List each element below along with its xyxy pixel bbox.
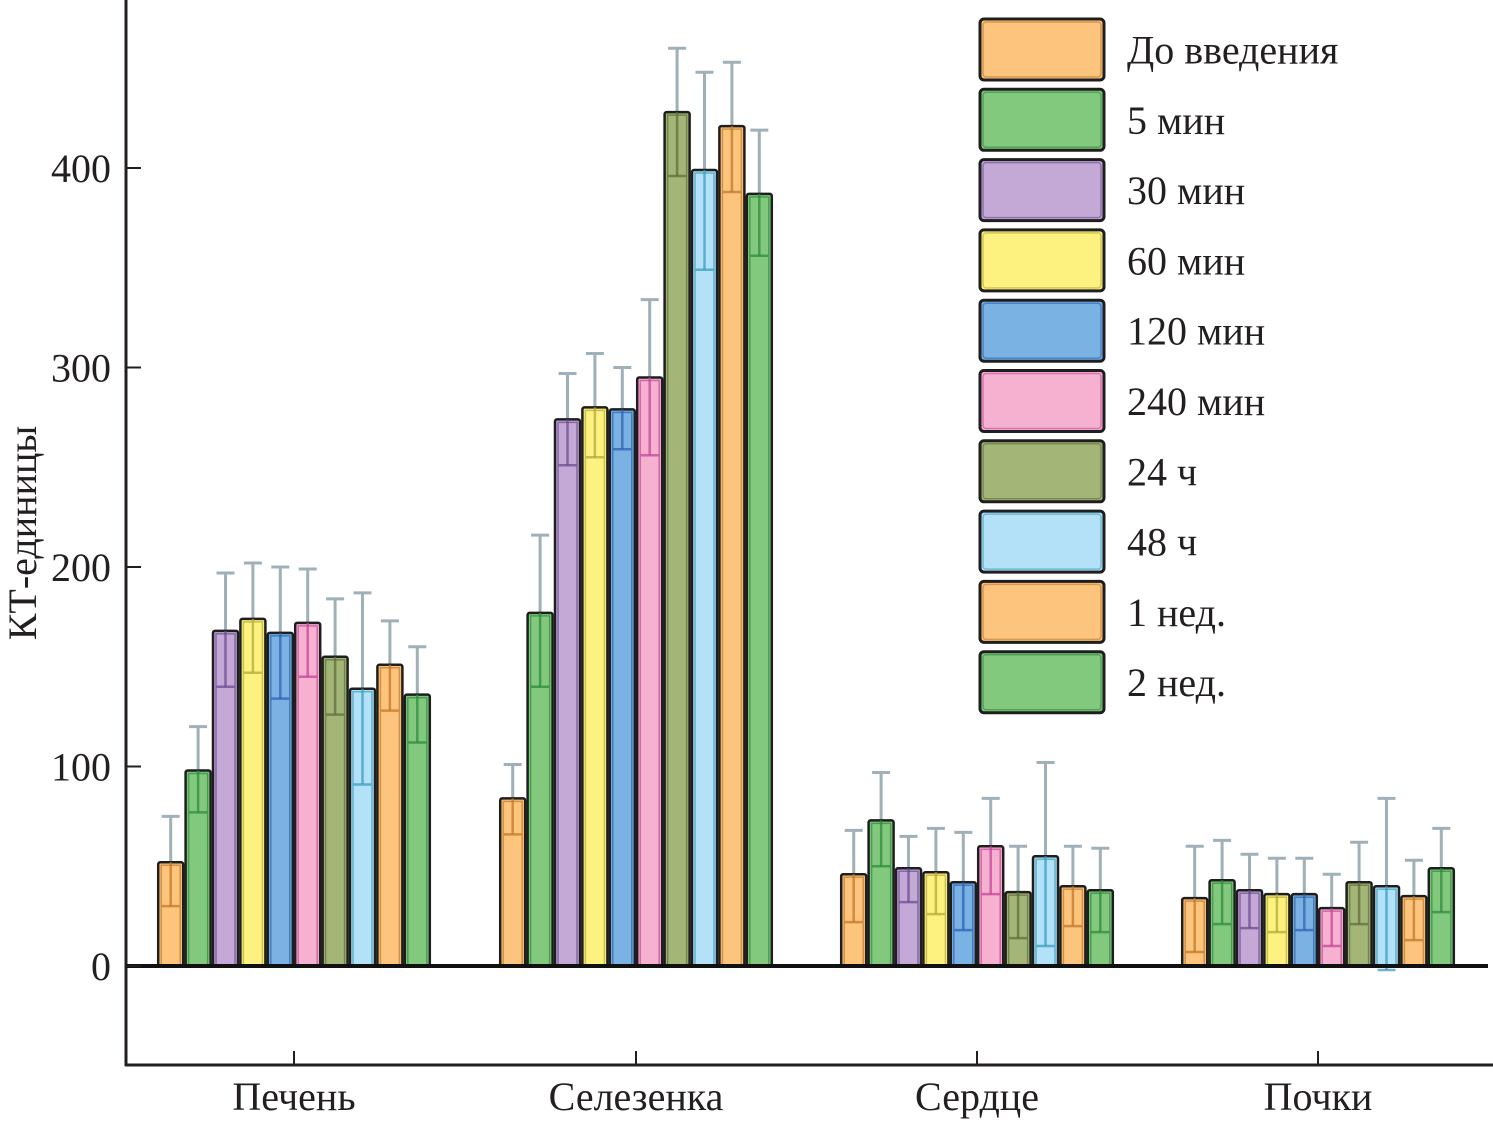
legend-swatch-edge (982, 372, 1102, 430)
legend-item: 1 нед. (978, 579, 1226, 644)
bar-group (498, 46, 774, 968)
legend-swatch (978, 17, 1106, 82)
legend-swatch-edge (982, 91, 1102, 149)
legend-label: 120 мин (1127, 309, 1265, 354)
legend-swatch-edge (982, 443, 1102, 500)
legend-item: 120 мин (978, 298, 1265, 363)
legend-swatch-edge (982, 232, 1102, 289)
legend-item: 48 ч (978, 509, 1197, 574)
legend-item: 240 мин (978, 369, 1265, 433)
legend-label: 1 нед. (1127, 590, 1226, 635)
legend-label: До введения (1127, 28, 1338, 73)
legend-swatch (978, 579, 1106, 644)
legend-item: 2 нед. (978, 650, 1226, 715)
legend-swatch-edge (982, 653, 1102, 711)
legend-label: 60 мин (1127, 238, 1245, 283)
x-category-label: Сердце (915, 1074, 1039, 1119)
y-tick-label: 400 (51, 146, 111, 191)
y-tick-label: 100 (51, 745, 111, 790)
legend-label: 24 ч (1127, 449, 1197, 494)
legend-item: 24 ч (978, 439, 1197, 504)
x-category-label: Селезенка (549, 1074, 724, 1119)
legend-label: 48 ч (1127, 520, 1197, 565)
legend-swatch (978, 509, 1106, 574)
legend-swatch-edge (982, 513, 1102, 570)
legend-item: 30 мин (978, 158, 1245, 223)
legend-swatch (978, 369, 1106, 433)
bars-layer (156, 46, 1456, 972)
legend-swatch (978, 439, 1106, 504)
axes-layer (124, 0, 1493, 1067)
legend-swatch (978, 298, 1106, 363)
y-tick-label: 300 (51, 346, 111, 391)
x-category-label: Почки (1264, 1074, 1373, 1119)
legend-swatch (978, 87, 1106, 152)
legend: До введения 5 мин 30 мин 60 мин 120 мин 240 м… (978, 17, 1338, 715)
legend-item: До введения (978, 17, 1338, 82)
bar-group (1180, 796, 1456, 972)
bar-group (156, 561, 432, 968)
legend-swatch (978, 650, 1106, 715)
x-category-label: Печень (232, 1074, 355, 1119)
y-tick-label: 200 (51, 545, 111, 590)
legend-swatch (978, 158, 1106, 223)
legend-label: 5 мин (1127, 98, 1225, 143)
y-tick-label: 0 (91, 944, 111, 989)
legend-item: 5 мин (978, 87, 1225, 152)
legend-label: 30 мин (1127, 168, 1245, 213)
legend-item: 60 мин (978, 228, 1245, 293)
bar-group (839, 761, 1115, 968)
legend-swatch (978, 228, 1106, 293)
legend-label: 2 нед. (1127, 660, 1226, 705)
legend-swatch-edge (982, 161, 1102, 219)
legend-swatch-edge (982, 302, 1102, 359)
legend-label: 240 мин (1127, 379, 1265, 424)
y-axis-title: КТ-единицы (0, 426, 45, 641)
legend-swatch-edge (982, 21, 1102, 78)
legend-swatch-edge (982, 583, 1102, 641)
ticks-layer: 0 100 200 300 400 Печень Селезенка Сердце Почки (51, 146, 1372, 1119)
